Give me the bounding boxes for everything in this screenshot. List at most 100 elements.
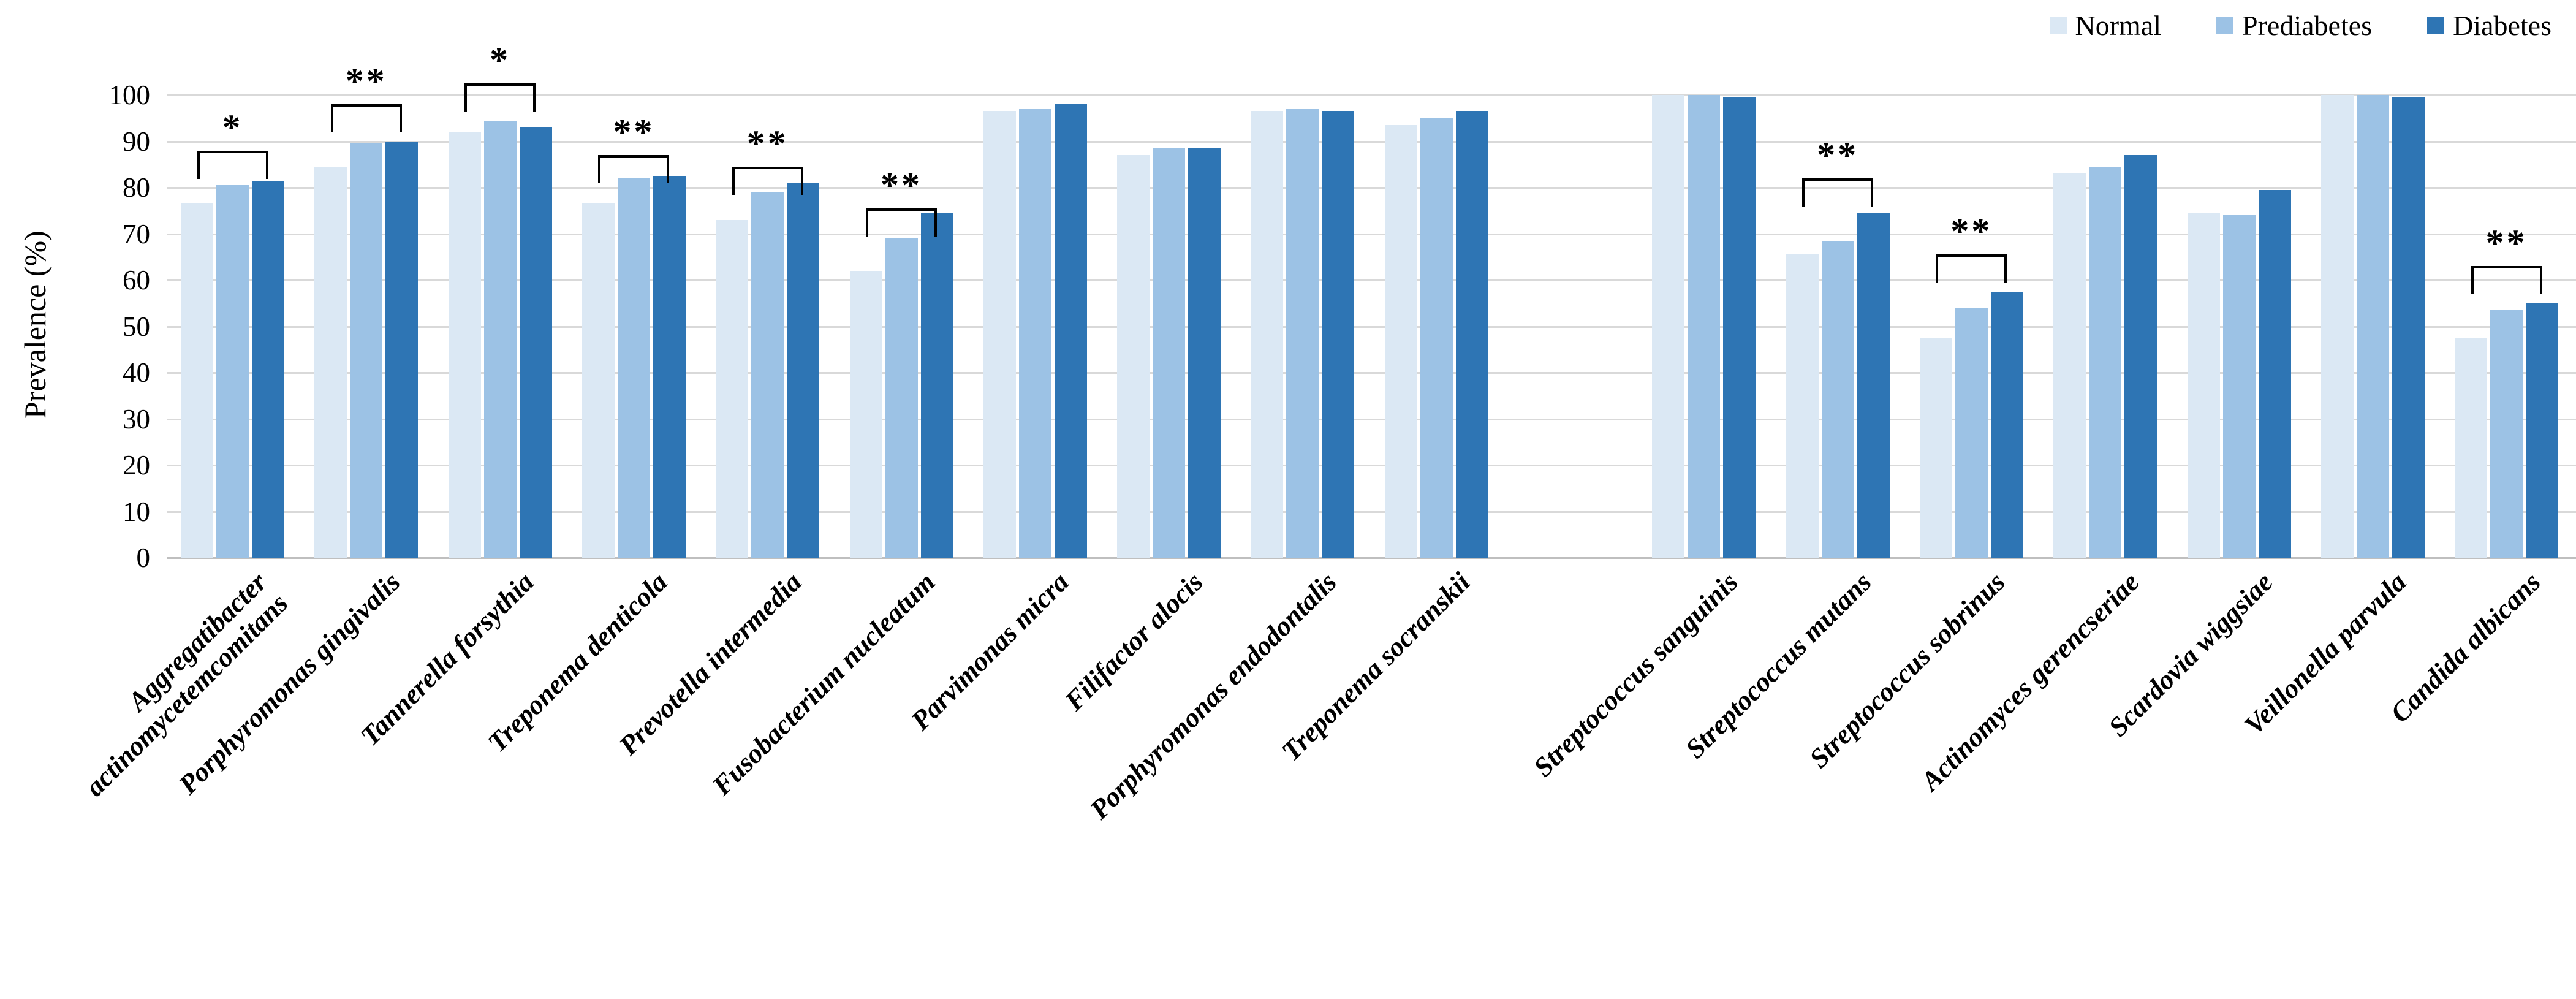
significance-bracket-tick	[533, 83, 536, 112]
grid-line	[167, 465, 2576, 466]
bar-diabetes	[1455, 111, 1488, 558]
bar-normal	[581, 203, 615, 558]
significance-bracket	[598, 155, 670, 158]
grid-line	[167, 511, 2576, 513]
bar-diabetes	[252, 180, 284, 558]
significance-stars: *	[490, 40, 511, 81]
bar-normal	[1117, 155, 1150, 558]
bar-prediabetes	[751, 192, 784, 558]
bar-normal	[1919, 338, 1952, 558]
y-axis-title: Prevalence (%)	[18, 230, 52, 419]
significance-bracket-tick	[464, 83, 468, 112]
bar-prediabetes	[1688, 95, 1721, 558]
significance-bracket	[330, 104, 402, 107]
bar-normal	[2320, 95, 2354, 558]
bar-diabetes	[1857, 213, 1890, 558]
legend-label: Prediabetes	[2242, 10, 2373, 41]
bar-normal	[314, 167, 347, 558]
bar-prediabetes	[885, 238, 918, 558]
significance-bracket-tick	[265, 150, 268, 179]
bar-normal	[983, 111, 1016, 558]
bar-diabetes	[385, 141, 419, 558]
significance-bracket	[2471, 266, 2542, 269]
bar-prediabetes	[1821, 240, 1854, 558]
legend-swatch-icon	[2049, 17, 2067, 34]
bar-prediabetes	[350, 143, 383, 558]
bar-normal	[2053, 173, 2086, 558]
bar-normal	[1251, 111, 1284, 558]
significance-bracket-tick	[330, 104, 333, 133]
bar-normal	[2455, 338, 2488, 558]
grid-line	[167, 94, 2576, 96]
significance-bracket	[464, 83, 536, 86]
significance-stars: **	[881, 164, 922, 205]
legend-label: Normal	[2075, 10, 2162, 41]
significance-bracket	[732, 167, 803, 170]
x-axis-line	[167, 557, 2576, 559]
significance-bracket-tick	[866, 208, 868, 237]
legend-item-prediabetes: Prediabetes	[2216, 10, 2372, 42]
bar-diabetes	[920, 213, 953, 558]
significance-bracket	[866, 208, 937, 211]
significance-bracket-tick	[934, 208, 937, 237]
y-tick-label: 90	[123, 126, 150, 157]
bar-normal	[1786, 254, 1819, 558]
significance-bracket-tick	[1871, 178, 1874, 207]
significance-bracket	[1936, 254, 2007, 257]
significance-bracket-tick	[1802, 178, 1805, 207]
bar-diabetes	[1188, 148, 1221, 558]
grid-line	[167, 140, 2576, 143]
legend-label: Diabetes	[2453, 10, 2551, 41]
significance-stars: **	[613, 112, 655, 153]
significance-bracket-tick	[399, 104, 402, 133]
significance-stars: **	[1950, 211, 1993, 252]
significance-bracket-tick	[197, 150, 200, 179]
bar-normal	[1652, 95, 1685, 558]
bar-diabetes	[2392, 97, 2425, 558]
bar-prediabetes	[1286, 108, 1319, 558]
bar-prediabetes	[2222, 215, 2256, 558]
y-tick-label: 100	[108, 80, 151, 110]
bar-prediabetes	[1153, 148, 1186, 558]
legend: Normal Prediabetes Diabetes	[2049, 10, 2551, 42]
bar-prediabetes	[2089, 167, 2122, 558]
bar-normal	[849, 270, 882, 558]
y-tick-label: 20	[123, 450, 150, 481]
bar-prediabetes	[1018, 108, 1051, 558]
y-tick-label: 80	[123, 172, 150, 203]
significance-stars: **	[345, 61, 387, 102]
significance-stars: **	[746, 123, 789, 164]
significance-bracket-tick	[2471, 266, 2474, 295]
significance-bracket-tick	[800, 167, 803, 196]
bar-prediabetes	[216, 185, 249, 558]
significance-bracket-tick	[732, 167, 735, 196]
bar-normal	[448, 132, 481, 558]
legend-item-diabetes: Diabetes	[2427, 10, 2551, 42]
grid-line	[167, 325, 2576, 328]
y-tick-label: 30	[123, 403, 150, 435]
y-tick-label: 50	[123, 311, 150, 342]
bar-normal	[2187, 213, 2220, 558]
significance-stars: *	[222, 107, 243, 148]
bar-diabetes	[2258, 189, 2291, 558]
significance-bracket-tick	[2539, 266, 2542, 295]
bar-diabetes	[2526, 303, 2559, 558]
grid-line	[167, 372, 2576, 374]
grid-line	[167, 187, 2576, 189]
significance-bracket	[1802, 178, 1874, 181]
bar-prediabetes	[483, 120, 517, 558]
significance-bracket-tick	[1936, 254, 1939, 283]
bar-prediabetes	[2490, 310, 2523, 558]
significance-bracket-tick	[667, 155, 670, 184]
grid-line	[167, 233, 2576, 235]
bar-prediabetes	[617, 178, 650, 558]
significance-bracket	[197, 150, 268, 153]
bar-diabetes	[653, 176, 686, 558]
bar-diabetes	[1054, 104, 1087, 558]
legend-swatch-icon	[2216, 17, 2234, 34]
y-tick-label: 70	[123, 218, 150, 249]
significance-stars: **	[1817, 134, 1859, 175]
bar-prediabetes	[1420, 118, 1453, 558]
bar-normal	[1384, 125, 1417, 558]
grid-line	[167, 279, 2576, 281]
